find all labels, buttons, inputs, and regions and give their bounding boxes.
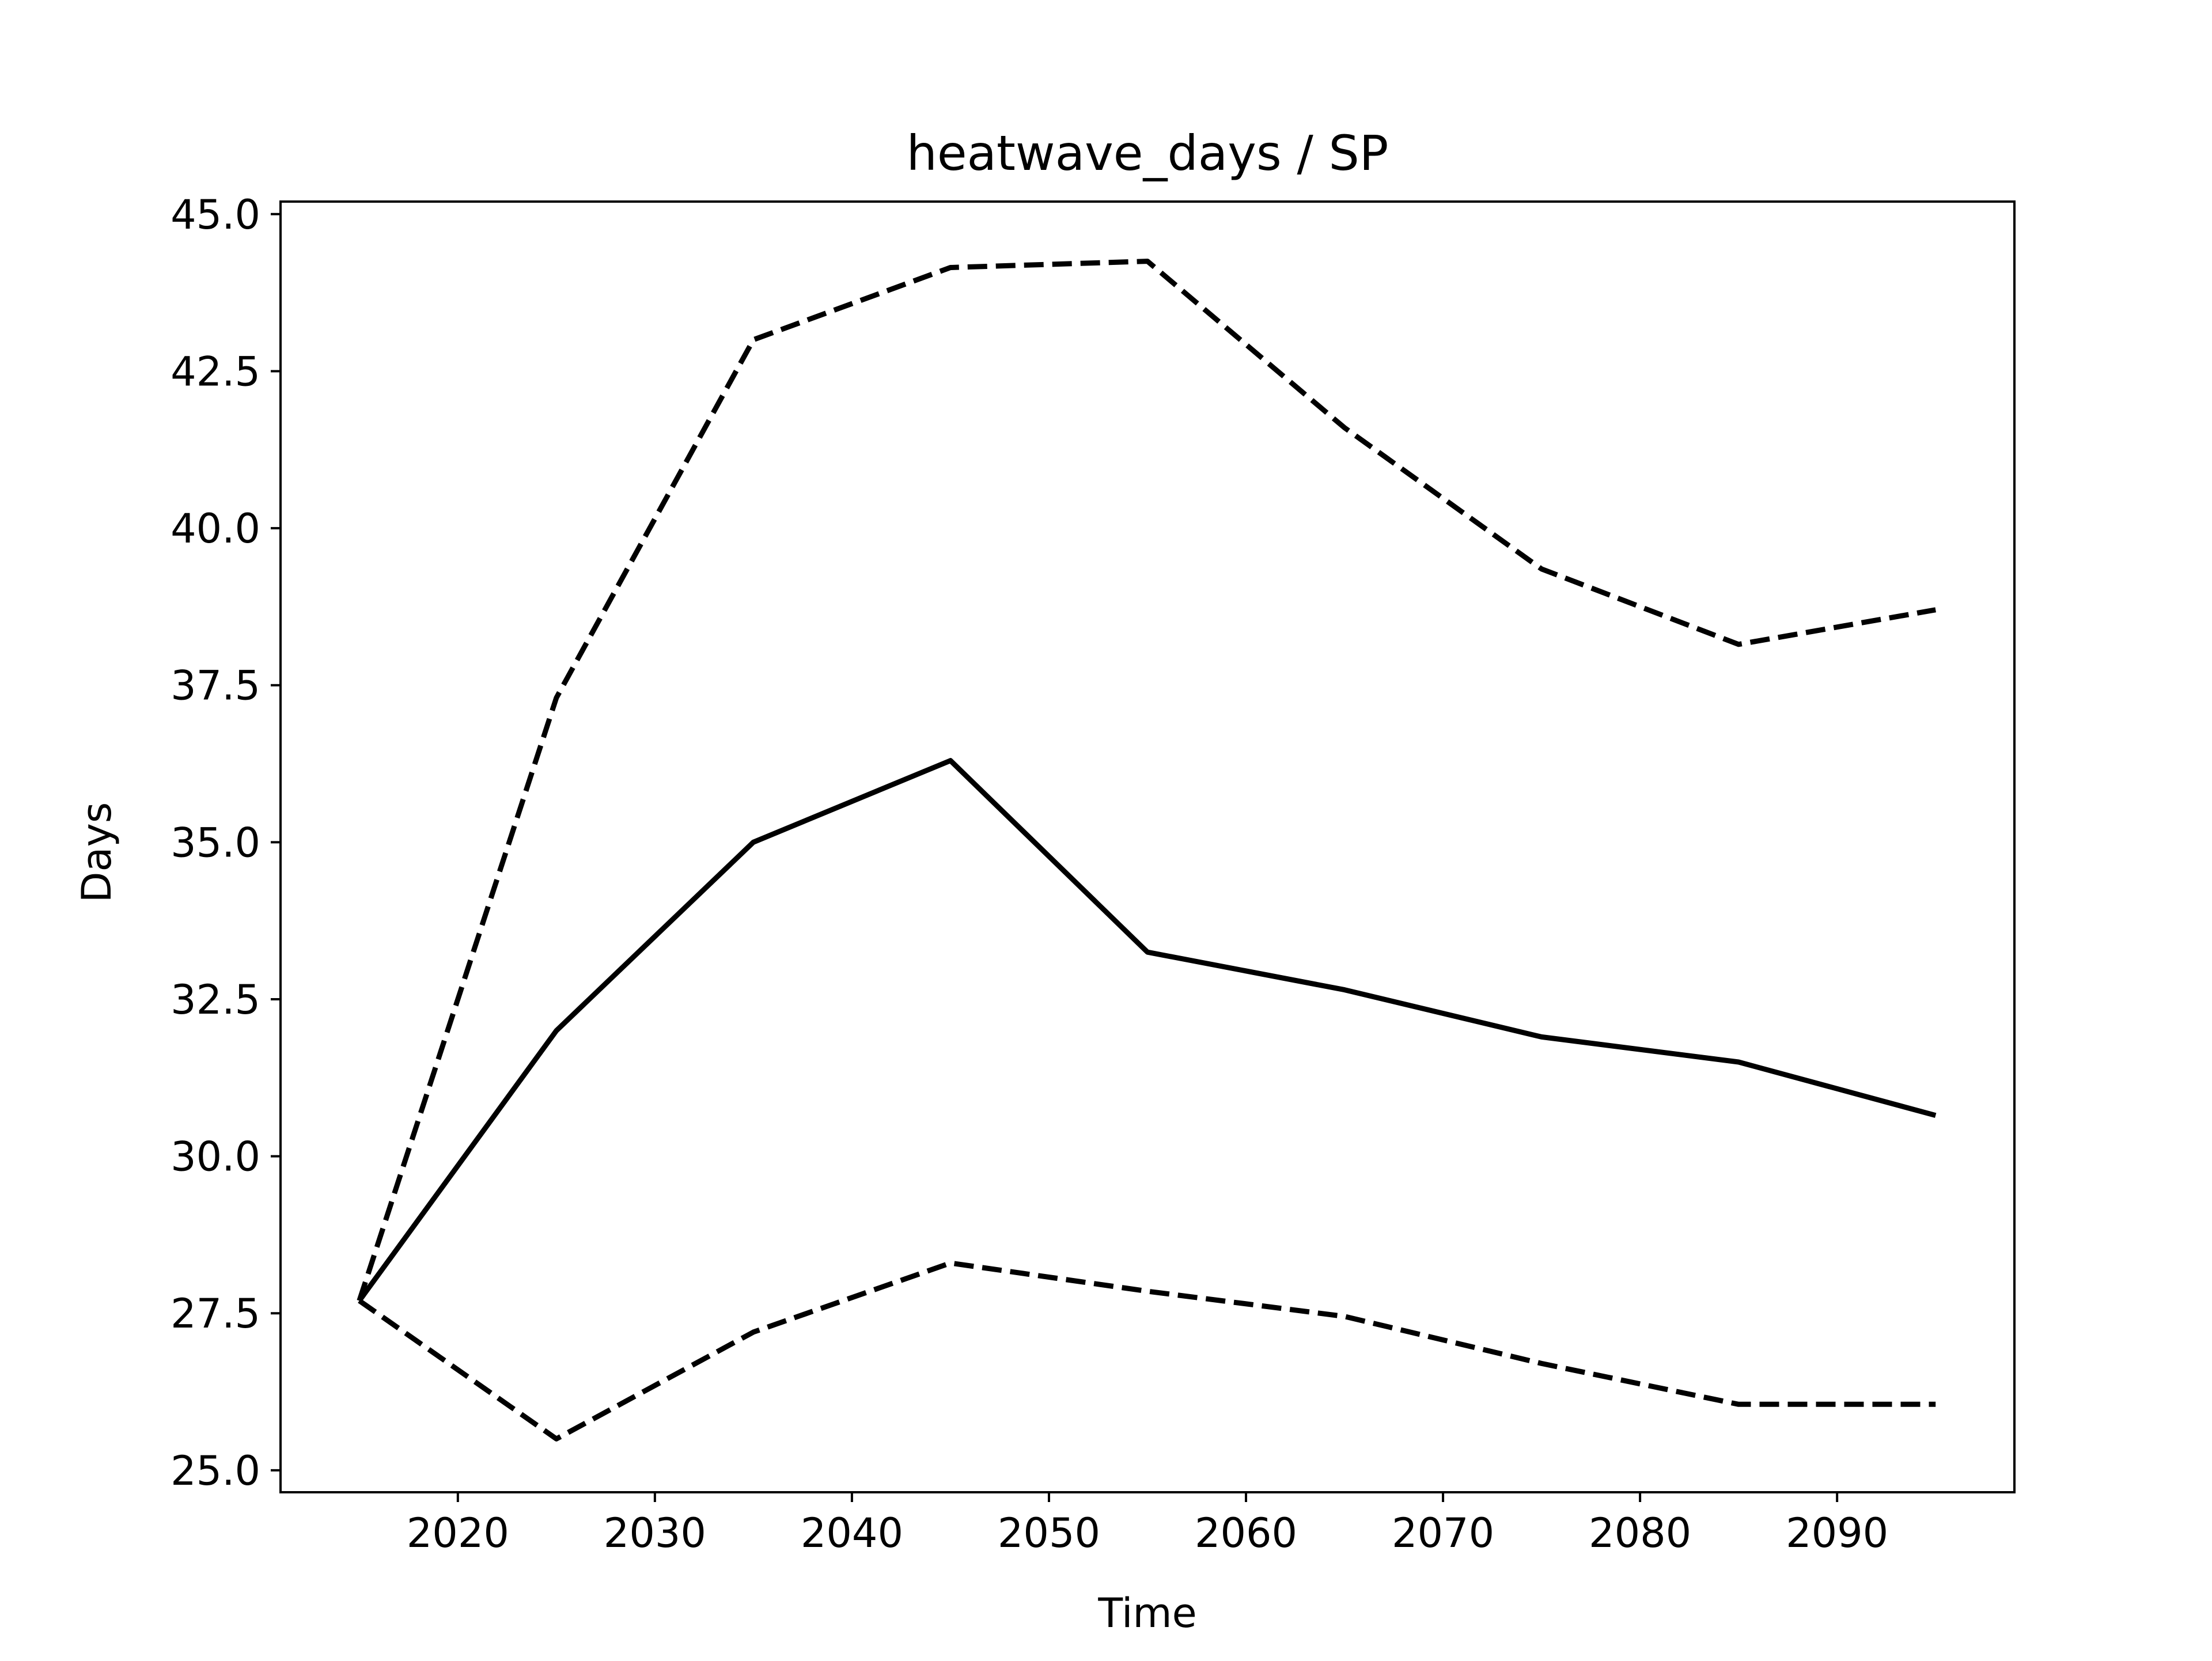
x-tick-label: 2070 xyxy=(1392,1510,1494,1557)
series-line-3 xyxy=(358,1260,1936,1442)
y-tick-label: 25.0 xyxy=(171,1447,260,1495)
x-tick-label: 2090 xyxy=(1786,1510,1888,1557)
x-tick-label: 2040 xyxy=(801,1510,903,1557)
y-tick-label: 35.0 xyxy=(171,819,260,866)
y-tick-label: 30.0 xyxy=(171,1133,260,1181)
x-tick-label: 2020 xyxy=(407,1510,509,1557)
y-tick-label: 37.5 xyxy=(171,662,260,710)
y-tick-label: 32.5 xyxy=(171,976,260,1023)
x-tick-label: 2050 xyxy=(998,1510,1100,1557)
x-tick-label: 2060 xyxy=(1195,1510,1297,1557)
plot-area xyxy=(357,259,1937,1442)
y-tick-label: 42.5 xyxy=(171,348,260,395)
y-tick-label: 27.5 xyxy=(171,1290,260,1337)
axes-frame xyxy=(279,200,2016,1493)
chart-title: heatwave_days / SP xyxy=(907,125,1389,181)
series-line-1 xyxy=(357,259,1936,1302)
y-tick-label: 45.0 xyxy=(171,191,260,238)
x-tick-label: 2030 xyxy=(604,1510,706,1557)
x-tick-label: 2080 xyxy=(1589,1510,1691,1557)
x-axis-label: Time xyxy=(1097,1590,1196,1637)
y-axis-label: Days xyxy=(73,802,120,903)
axes: 2020 2030 2040 2050 2060 2070 2080 2090 25.0 27.5… xyxy=(171,191,2016,1557)
y-tick-label: 40.0 xyxy=(171,505,260,552)
series-line-2 xyxy=(357,758,1937,1303)
